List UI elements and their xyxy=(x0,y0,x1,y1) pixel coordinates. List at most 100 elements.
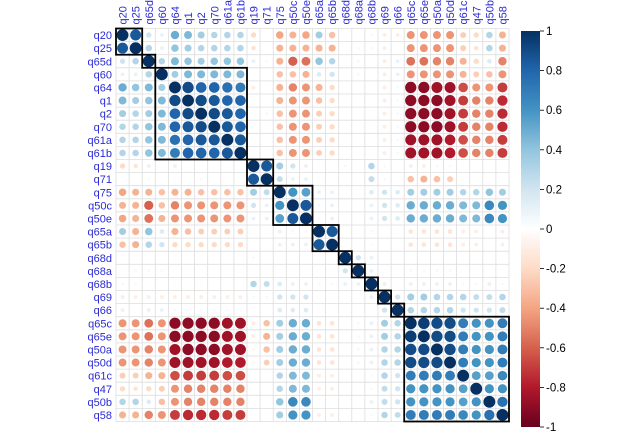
corr-cell-q69-q47 xyxy=(473,294,480,301)
corr-cell-q75-q69 xyxy=(381,189,388,195)
corr-cell-q65c-q68a xyxy=(357,321,360,325)
corr-cell-q20-q2 xyxy=(197,31,205,39)
corr-cell-q75-q71 xyxy=(263,189,270,196)
corr-cell-q69-q50b xyxy=(486,294,493,301)
corr-cell-q50b-q65d xyxy=(146,399,152,405)
corr-cell-q50e-q60 xyxy=(158,214,166,222)
corr-cell-q47-q61a xyxy=(223,384,232,393)
corr-cell-q65d-q19 xyxy=(251,59,256,64)
corr-cell-q69-q64 xyxy=(173,295,177,299)
corr-cell-q20-q47 xyxy=(473,32,479,38)
corr-cell-q50c-q1 xyxy=(184,201,193,210)
corr-cell-q66-q65c xyxy=(407,306,415,314)
corr-cell-q65d-q61b xyxy=(236,57,245,66)
corr-cell-q65e-q61c xyxy=(458,331,469,342)
corr-cell-q65d-q68a xyxy=(357,59,360,63)
corr-cell-q25-q61b xyxy=(237,44,244,52)
column-label: q65b xyxy=(327,0,339,24)
corr-cell-q65c-q61b xyxy=(234,317,246,329)
corr-cell-q50d-q50d xyxy=(444,356,456,369)
corr-cell-q61a-q61a xyxy=(221,133,234,146)
corr-cell-q19-q65e xyxy=(421,164,426,168)
corr-cell-q58-q61b xyxy=(235,409,246,420)
corr-cell-q20-q75 xyxy=(275,31,284,39)
corr-cell-q20-q20 xyxy=(116,29,129,41)
corr-cell-q75-q50b xyxy=(485,188,494,197)
corr-cell-q50c-q20 xyxy=(119,201,127,209)
corr-cell-q75-q20 xyxy=(118,188,127,197)
corr-cell-q50a-q60 xyxy=(157,345,166,354)
corr-cell-q65c-q50d xyxy=(444,317,456,329)
corr-cell-q60-q75 xyxy=(276,71,284,78)
corr-cell-q61c-q60 xyxy=(158,372,166,380)
corr-cell-q69-q58 xyxy=(499,293,506,301)
corr-cell-q75-q64 xyxy=(171,188,179,196)
corr-cell-q50b-q61a xyxy=(223,397,232,407)
corr-cell-q50d-q75 xyxy=(276,359,284,367)
corr-cell-q65d-q70 xyxy=(210,57,219,66)
corr-cell-q64-q60 xyxy=(158,83,166,91)
corr-cell-q20-q61c xyxy=(460,32,467,39)
corr-cell-q20-q60 xyxy=(159,33,164,37)
corr-cell-q50e-q61b xyxy=(236,214,245,223)
corr-cell-q1-q50d xyxy=(444,95,456,107)
corr-cell-q68b-q50b xyxy=(487,282,492,286)
corr-cell-q75-q1 xyxy=(184,188,192,196)
corr-cell-q71-q50e xyxy=(304,177,308,182)
corr-cell-q64-q20 xyxy=(118,83,127,92)
corr-cell-q58-q75 xyxy=(276,411,284,419)
corr-cell-q64-q1 xyxy=(182,81,194,94)
corr-cell-q2-q50b xyxy=(485,109,494,118)
corr-cell-q71-q2 xyxy=(199,177,203,181)
corr-cell-q70-q25 xyxy=(132,123,139,131)
corr-cell-q68b-q68d xyxy=(343,282,348,286)
corr-cell-q75-q65c xyxy=(407,188,415,196)
corr-cell-q50c-q75 xyxy=(275,200,285,210)
corr-cell-q25-q19 xyxy=(251,45,256,51)
column-labels: q20 q25 q65d q60 q64 q1 q2 q70 q61a q61b q19 q71 q75… xyxy=(118,0,510,25)
corr-cell-q19-q71 xyxy=(261,160,273,172)
corr-cell-q68a-q65c xyxy=(409,269,413,273)
corr-cell-q64-q61a xyxy=(222,82,233,93)
column-label: q68a xyxy=(353,0,365,25)
corr-cell-q50c-q69 xyxy=(381,202,388,209)
corr-cell-q68a-q25 xyxy=(134,269,137,273)
corr-cell-q50b-q70 xyxy=(210,397,219,407)
corr-cell-q64-q2 xyxy=(195,82,207,93)
corr-cell-q68a-q65e xyxy=(422,269,426,273)
corr-cell-q25-q50d xyxy=(446,44,455,53)
corr-cell-q65e-q75 xyxy=(276,332,284,340)
corr-cell-q65a-q65d xyxy=(144,227,153,236)
corr-cell-q70-q60 xyxy=(157,122,166,131)
corr-cell-q75-q50a xyxy=(433,188,441,196)
corr-cell-q75-q50e xyxy=(301,187,311,197)
corr-cell-q50e-q25 xyxy=(132,214,140,222)
corr-cell-q19-q50d xyxy=(448,164,452,168)
corr-cell-q69-q65e xyxy=(420,293,428,301)
corr-cell-q65a-q50d xyxy=(447,229,453,234)
corr-cell-q65c-q25 xyxy=(131,319,140,328)
column-label: q61a xyxy=(222,0,234,25)
corr-cell-q68b-q75 xyxy=(277,281,283,287)
corr-cell-q64-q19 xyxy=(251,85,256,90)
corr-cell-q71-q65d xyxy=(147,177,151,181)
corr-cell-q50c-q65d xyxy=(144,200,154,210)
corr-cell-q61c-q50d xyxy=(445,370,456,381)
corr-cell-q25-q68a xyxy=(357,46,360,50)
corr-cell-q65d-q71 xyxy=(265,59,268,63)
corr-cell-q65d-q25 xyxy=(132,57,139,65)
corr-cell-q64-q50c xyxy=(288,83,298,92)
corr-cell-q50a-q50c xyxy=(288,345,298,354)
column-label: q47 xyxy=(471,6,483,24)
corr-cell-q50a-q65d xyxy=(144,345,153,354)
corr-cell-q58-q61a xyxy=(222,409,233,420)
corr-cell-q1-q47 xyxy=(472,96,481,105)
corr-cell-q61c-q66 xyxy=(394,372,401,379)
corr-cell-q61c-q50c xyxy=(288,371,297,380)
color-legend-label: -0.8 xyxy=(546,382,566,394)
corr-cell-q25-q20 xyxy=(117,42,129,54)
corr-cell-q68a-q50d xyxy=(448,269,452,273)
corr-cell-q64-q75 xyxy=(276,83,284,91)
row-label: q65b xyxy=(88,240,112,252)
